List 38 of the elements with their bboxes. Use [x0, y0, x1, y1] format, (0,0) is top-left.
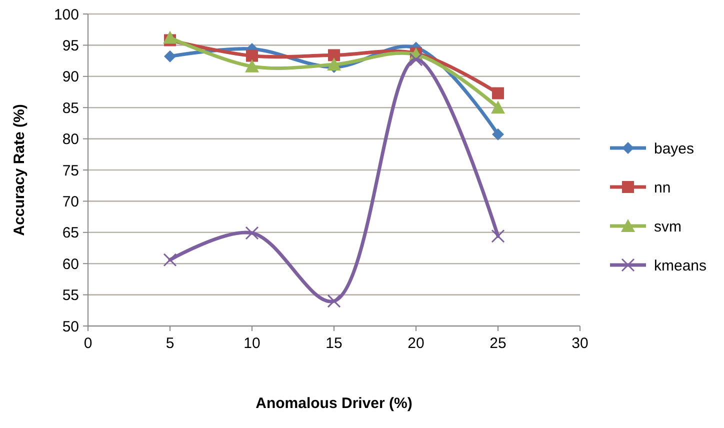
legend-label: svm: [654, 218, 682, 236]
point: [492, 128, 504, 140]
legend-label: kmeans: [654, 257, 707, 274]
y-axis-title: Accuracy Rate (%): [11, 104, 28, 236]
point: [491, 229, 505, 243]
x-tick-label: 25: [490, 335, 506, 352]
y-tick-label: 75: [62, 162, 79, 180]
y-tick-label: 50: [62, 318, 79, 336]
point: [409, 52, 423, 66]
x-tick-label: 20: [408, 335, 424, 352]
point: [327, 58, 341, 71]
legend-label: nn: [654, 179, 671, 196]
point: [245, 59, 259, 72]
point: [245, 226, 259, 240]
y-tick-label: 65: [62, 224, 79, 242]
x-tick-label: 0: [84, 335, 92, 352]
y-tick-label: 80: [62, 131, 79, 148]
x-tick-label: 15: [326, 335, 342, 352]
point: [163, 30, 177, 44]
point: [246, 50, 258, 62]
point: [491, 100, 505, 114]
legend-label: bayes: [654, 140, 694, 158]
y-tick-label: 60: [62, 256, 79, 273]
point: [164, 50, 176, 62]
y-tick-label: 70: [62, 193, 79, 210]
point: [163, 253, 177, 267]
x-tick-label: 5: [166, 335, 174, 352]
y-tick-label: 95: [62, 37, 79, 54]
x-axis-title: Anomalous Driver (%): [256, 395, 412, 412]
y-tick-label: 90: [62, 68, 79, 86]
x-tick-label: 10: [244, 335, 260, 352]
y-tick-label: 100: [54, 6, 79, 24]
point: [327, 294, 341, 308]
y-tick-label: 85: [62, 100, 79, 117]
point: [328, 49, 340, 62]
y-tick-label: 55: [62, 287, 79, 304]
point: [492, 87, 504, 100]
x-tick-label: 30: [572, 335, 588, 352]
